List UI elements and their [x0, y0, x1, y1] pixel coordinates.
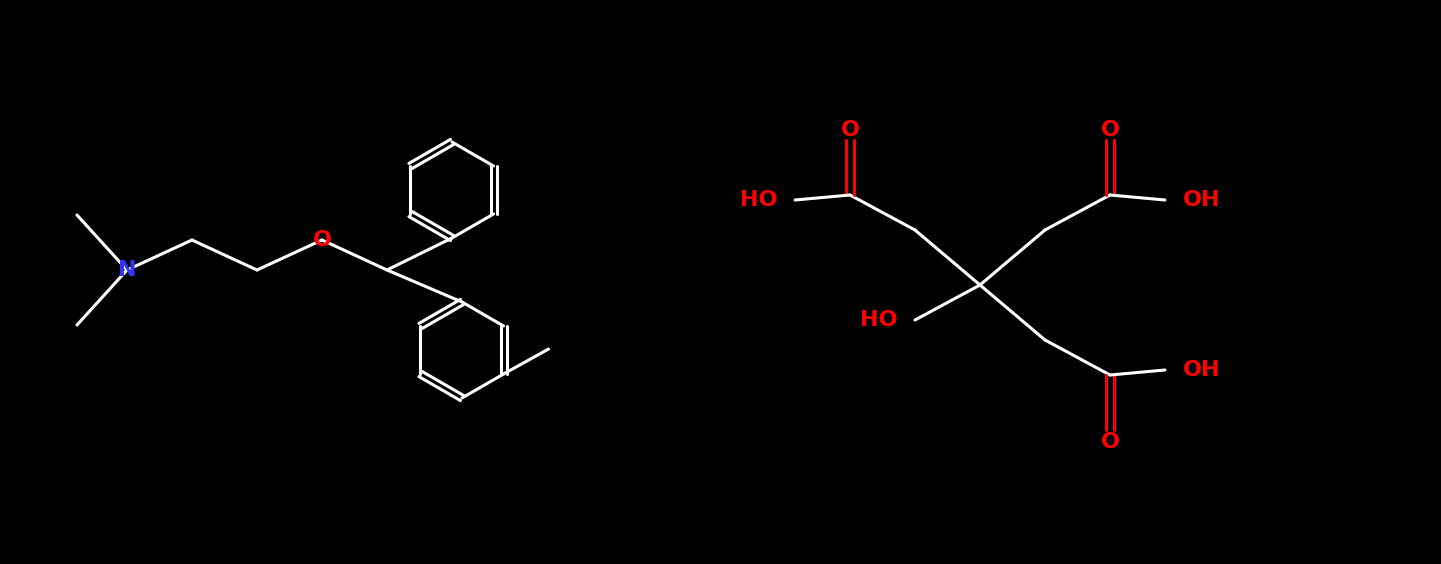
Text: O: O	[313, 230, 331, 250]
Text: OH: OH	[1183, 190, 1221, 210]
Text: N: N	[118, 260, 137, 280]
Text: O: O	[1101, 120, 1120, 140]
Text: O: O	[1101, 432, 1120, 452]
Text: O: O	[840, 120, 859, 140]
Text: HO: HO	[859, 310, 896, 330]
Text: HO: HO	[739, 190, 777, 210]
Text: OH: OH	[1183, 360, 1221, 380]
